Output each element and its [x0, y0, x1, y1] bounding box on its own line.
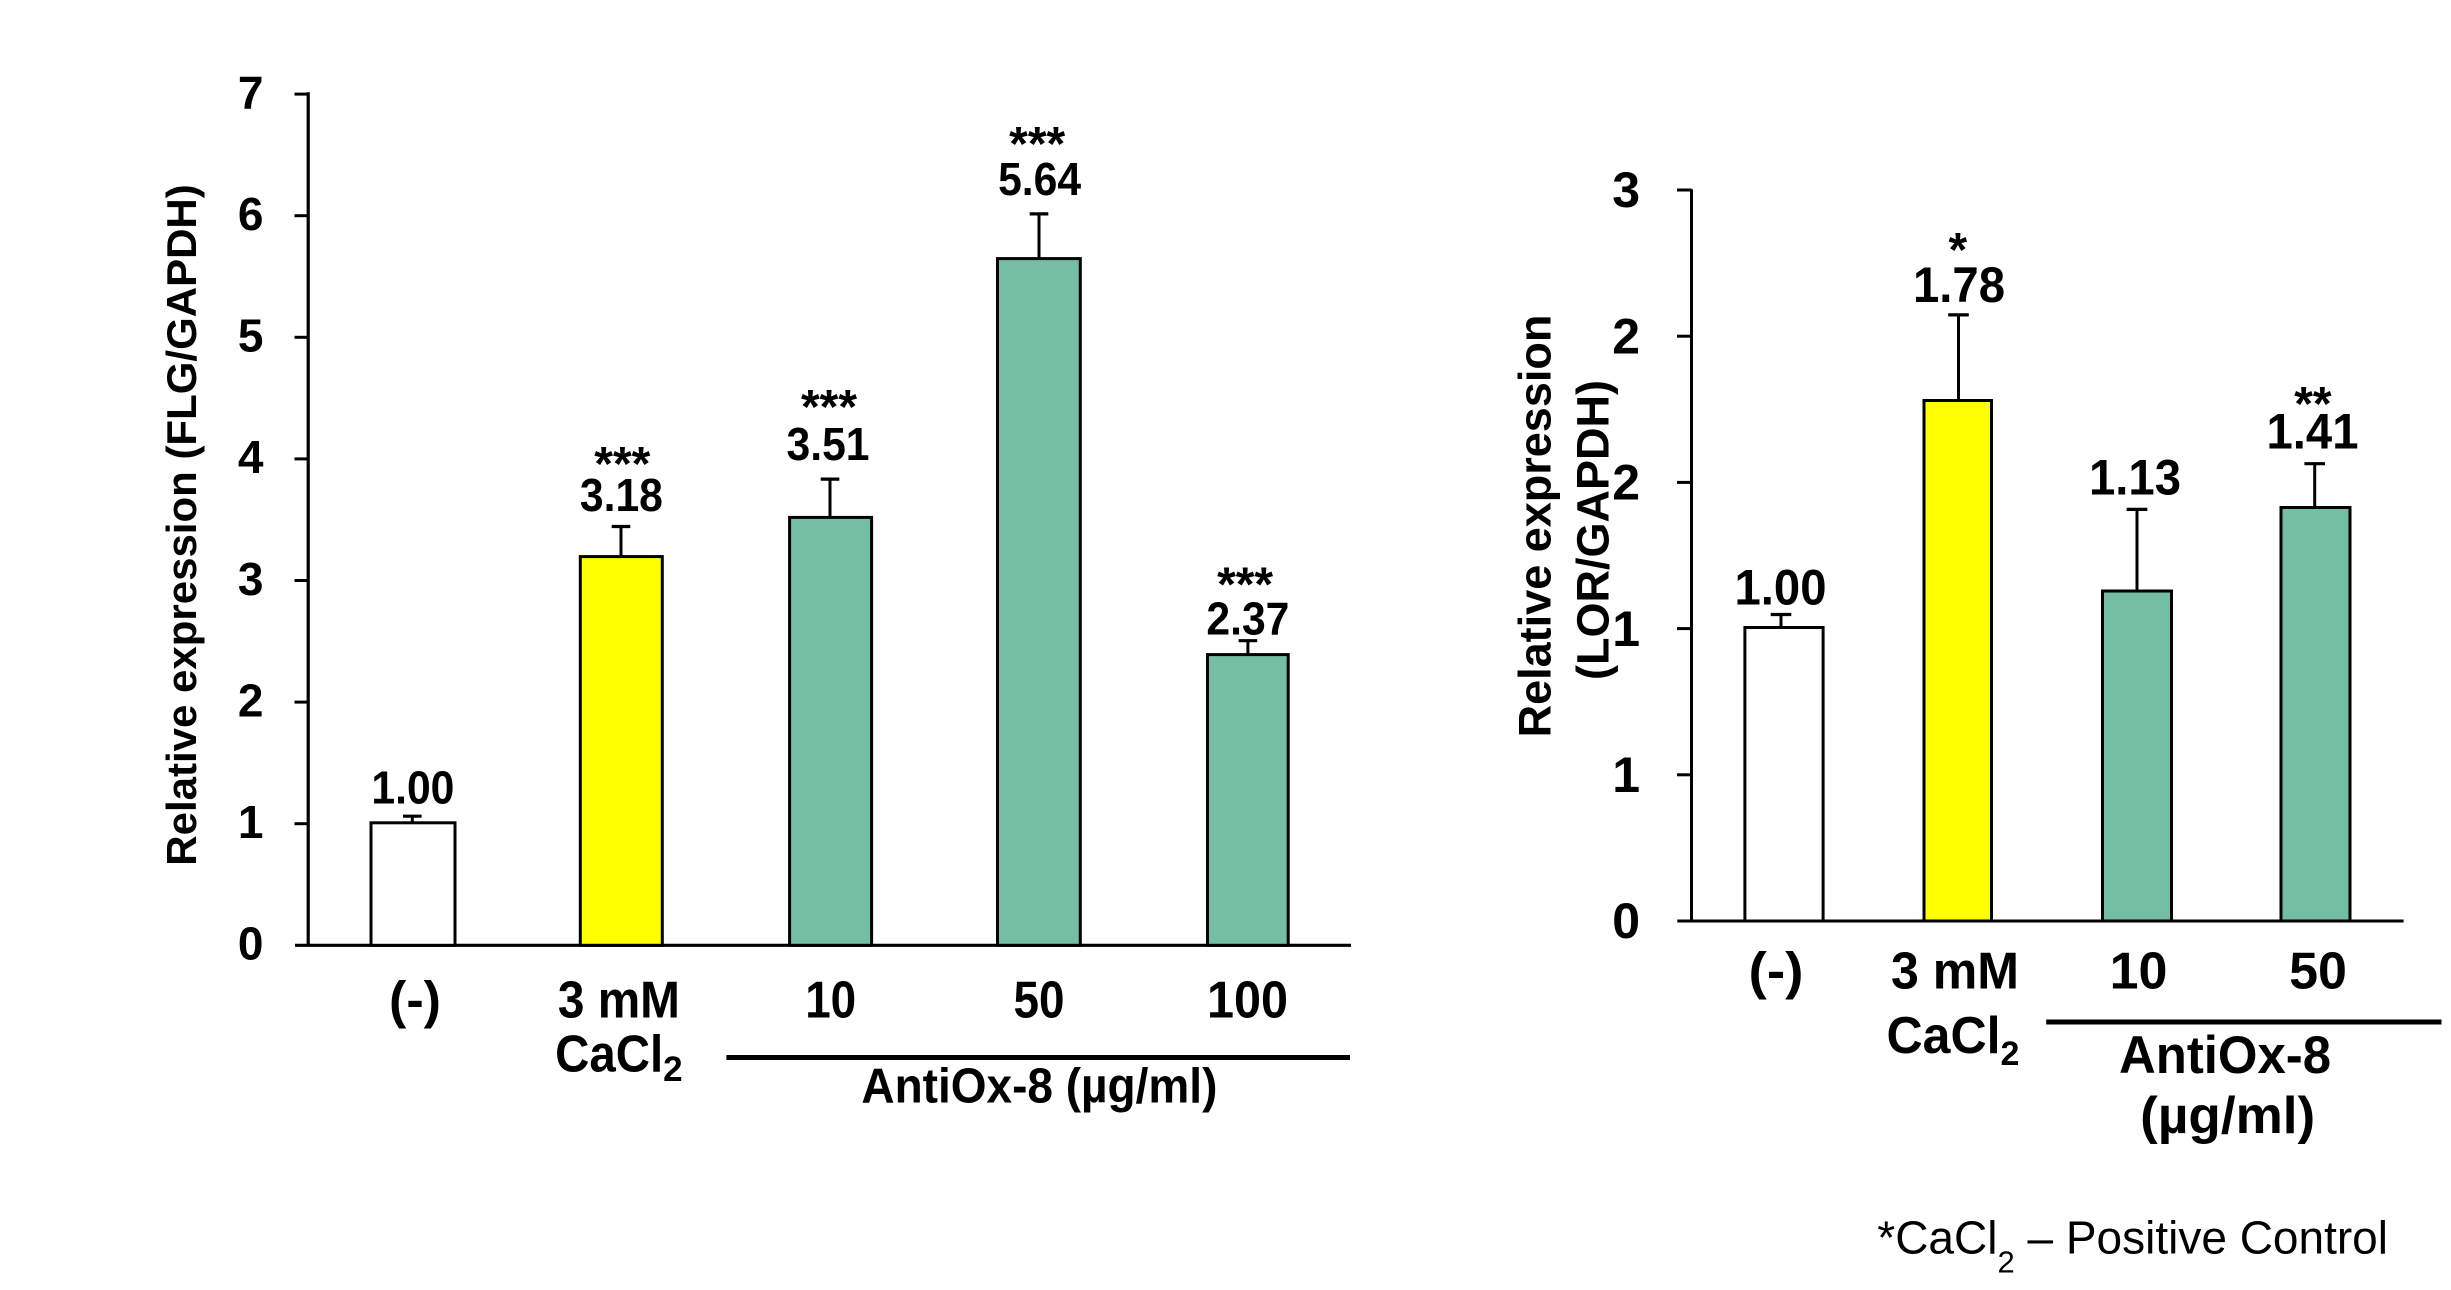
svg-text:5.64: 5.64: [998, 153, 1081, 205]
svg-text:10: 10: [2110, 942, 2168, 1000]
svg-text:1.00: 1.00: [1735, 560, 1827, 616]
svg-text:Relative expression (FLG/GAPDH: Relative expression (FLG/GAPDH): [158, 184, 205, 866]
svg-text:3: 3: [1612, 162, 1640, 218]
svg-text:CaCl2: CaCl2: [555, 1026, 682, 1089]
svg-text:*: *: [1948, 224, 1967, 277]
svg-text:1: 1: [1612, 747, 1640, 803]
svg-text:3 mM: 3 mM: [558, 972, 680, 1030]
svg-text:1: 1: [238, 796, 264, 848]
svg-text:AntiOx-8: AntiOx-8: [2119, 1026, 2331, 1085]
svg-text:***: ***: [1217, 559, 1273, 612]
svg-text:(-): (-): [389, 972, 441, 1030]
svg-text:10: 10: [805, 972, 856, 1030]
svg-text:50: 50: [1014, 972, 1065, 1030]
svg-text:50: 50: [2289, 942, 2347, 1000]
svg-text:2: 2: [1612, 308, 1640, 364]
svg-text:3 mM: 3 mM: [1891, 942, 2019, 1000]
svg-text:***: ***: [594, 438, 650, 491]
svg-text:(µg/ml): (µg/ml): [2140, 1087, 2315, 1145]
svg-text:6: 6: [238, 188, 264, 240]
svg-text:3.18: 3.18: [580, 469, 663, 521]
svg-text:(-): (-): [1749, 942, 1804, 1000]
svg-text:5: 5: [238, 310, 264, 362]
svg-text:100: 100: [1207, 972, 1288, 1030]
svg-text:(LOR/GAPDH): (LOR/GAPDH): [1567, 380, 1618, 680]
svg-text:3.51: 3.51: [787, 418, 870, 470]
svg-text:1.78: 1.78: [1913, 257, 2005, 313]
svg-text:1.41: 1.41: [2267, 404, 2359, 460]
svg-text:2: 2: [238, 674, 264, 726]
svg-text:0: 0: [1612, 893, 1640, 949]
svg-text:***: ***: [1009, 118, 1065, 171]
svg-text:2.37: 2.37: [1206, 592, 1289, 644]
svg-text:1.13: 1.13: [2089, 450, 2181, 506]
svg-text:1.00: 1.00: [371, 761, 454, 813]
svg-text:4: 4: [238, 431, 264, 483]
svg-text:1: 1: [1612, 601, 1640, 657]
svg-text:**: **: [2294, 378, 2332, 431]
svg-text:AntiOx-8 (µg/ml): AntiOx-8 (µg/ml): [861, 1060, 1217, 1114]
svg-text:Relative expression: Relative expression: [1510, 315, 1561, 738]
svg-text:2: 2: [1612, 455, 1640, 511]
svg-text:CaCl2: CaCl2: [1887, 1007, 2020, 1073]
svg-text:***: ***: [801, 381, 857, 434]
svg-text:0: 0: [238, 918, 264, 970]
svg-text:7: 7: [238, 66, 264, 118]
svg-text:3: 3: [238, 553, 264, 605]
